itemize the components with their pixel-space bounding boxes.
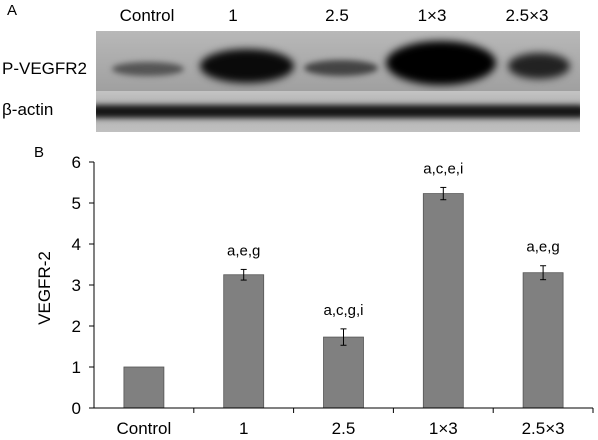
y-tick-label-5: 5 (72, 194, 81, 213)
band-1x3 (386, 41, 496, 85)
axes-group: Control 1 2.5 1×3 2.5×3 0 1 2 3 4 5 6 (72, 153, 594, 438)
blot-row-label-pvegfr2: P-VEGFR2 (2, 59, 88, 78)
band-2-5 (304, 60, 378, 76)
band-control (112, 62, 184, 76)
error-bars-group (240, 186, 547, 346)
blot-image-pvegfr2 (96, 31, 580, 101)
blot-row-label-actin: β-actin (2, 100, 54, 119)
bars-group (123, 193, 564, 409)
significance-label-3: a,c,e,i (423, 160, 463, 177)
y-tick-label-3: 3 (72, 276, 81, 295)
x-tick-label-1: 1 (239, 419, 248, 438)
bar-0 (123, 366, 165, 409)
lane-label-2-5x3: 2.5×3 (505, 6, 549, 25)
annotations-group: a,e,g a,c,g,i a,c,e,i a,e,g (227, 160, 560, 318)
y-tick-label-6: 6 (72, 153, 81, 172)
band-2-5x3 (508, 53, 570, 79)
lane-label-2-5: 2.5 (325, 6, 349, 25)
band-actin (96, 105, 580, 118)
x-tick-label-2: 2.5 (332, 419, 356, 438)
y-tick-label-2: 2 (72, 317, 81, 336)
y-tick-label-4: 4 (72, 235, 81, 254)
panel-b-letter: B (34, 144, 45, 161)
significance-label-1: a,e,g (227, 242, 260, 259)
bar-2 (323, 336, 364, 409)
x-tick-label-3: 1×3 (429, 419, 458, 438)
band-1 (200, 49, 294, 83)
y-tick-label-1: 1 (72, 358, 81, 377)
significance-label-2: a,c,g,i (323, 302, 363, 319)
x-tick-label-0: Control (116, 419, 171, 438)
significance-label-4: a,e,g (526, 239, 559, 256)
panel-a-letter: A (7, 2, 18, 19)
x-tick-label-4: 2.5×3 (522, 419, 565, 438)
blot-image-actin (96, 91, 580, 132)
y-axis-label: VEGFR-2 (35, 251, 54, 325)
bar-4 (522, 272, 564, 409)
lane-label-control: Control (119, 6, 175, 25)
y-tick-label-0: 0 (72, 399, 81, 418)
lane-label-1: 1 (228, 6, 238, 25)
lane-label-1x3: 1×3 (417, 6, 447, 25)
bar-3 (422, 193, 464, 409)
bar-1 (223, 274, 265, 409)
